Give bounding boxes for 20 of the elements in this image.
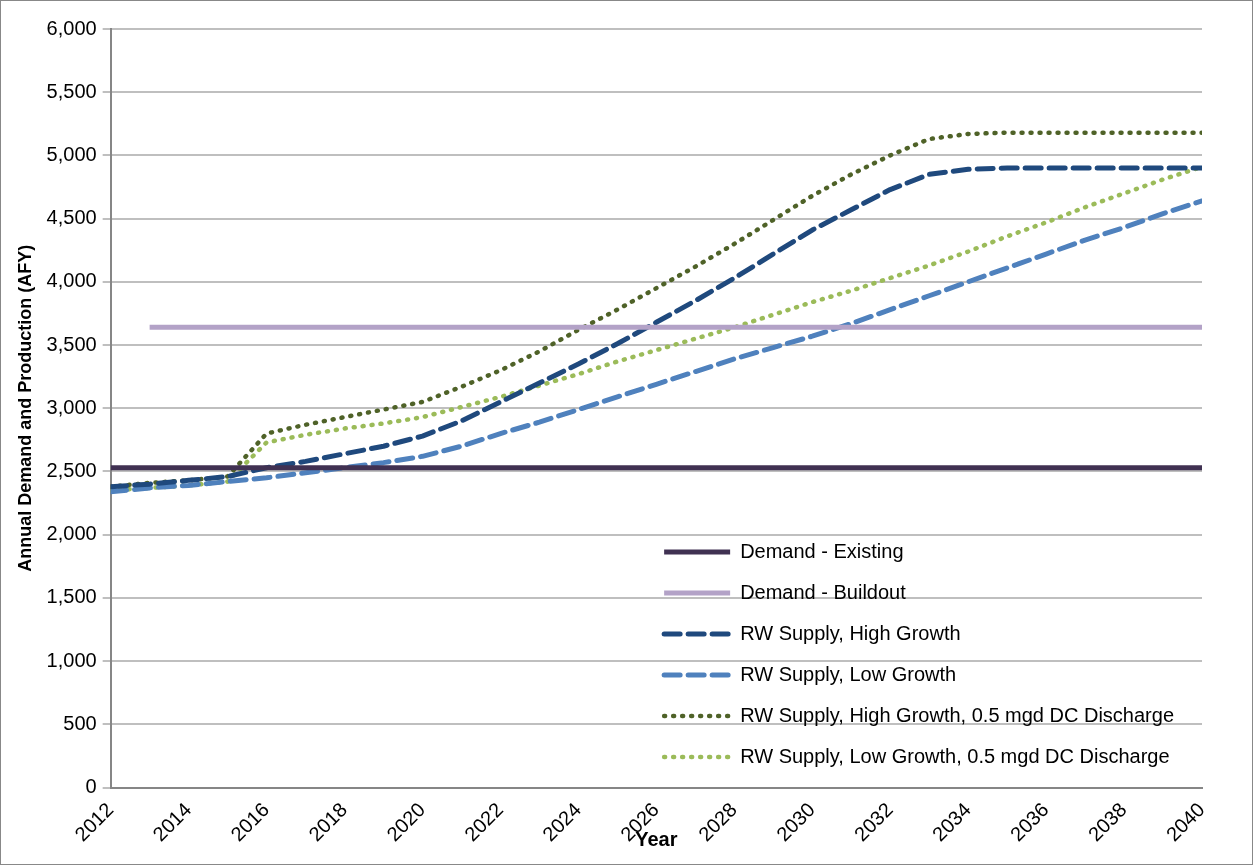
y-tick-label: 2,000 — [46, 522, 97, 545]
legend-label: Demand - Existing — [740, 539, 904, 562]
legend-label: RW Supply, High Growth, 0.5 mgd DC Discharge — [740, 703, 1175, 726]
legend-label: RW Supply, Low Growth — [740, 662, 957, 685]
y-tick-label: 0 — [85, 775, 97, 798]
y-tick-label: 1,000 — [46, 648, 97, 671]
y-tick-label: 3,000 — [46, 395, 97, 418]
legend-label: Demand - Buildout — [740, 580, 907, 603]
legend-label: RW Supply, High Growth — [740, 621, 961, 644]
y-tick-label: 5,000 — [46, 142, 97, 165]
y-tick-label: 6,000 — [46, 16, 97, 39]
y-tick-label: 3,500 — [46, 332, 97, 355]
y-tick-label: 2,500 — [46, 459, 97, 482]
legend-label: RW Supply, Low Growth, 0.5 mgd DC Discharge — [740, 744, 1170, 767]
y-tick-label: 5,500 — [46, 79, 97, 102]
y-tick-label: 4,000 — [46, 269, 97, 292]
y-tick-label: 500 — [63, 711, 97, 734]
y-tick-label: 4,500 — [46, 206, 97, 229]
y-tick-label: 1,500 — [46, 585, 97, 608]
y-axis-title: Annual Demand and Production (AFY) — [14, 244, 35, 572]
